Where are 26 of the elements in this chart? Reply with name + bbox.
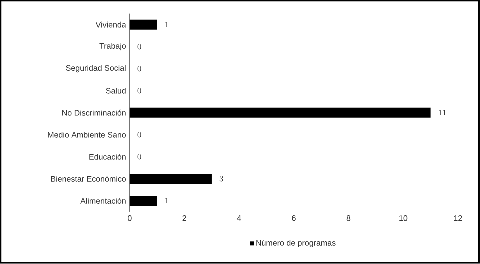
y-tick-label: Bienestar Económico [51,176,126,182]
y-tick-label: No Discriminación [62,110,126,116]
y-tick-label: Medio Ambiente Sano [48,132,126,138]
data-label: 3 [220,176,224,182]
y-tick-label: Seguridad Social [66,65,126,73]
x-tick-label: 4 [237,216,242,222]
y-tick-label: Trabajo [100,43,126,51]
data-label: 0 [138,88,142,94]
x-tick-label: 12 [454,216,462,222]
data-label: 1 [166,198,168,204]
data-label: 0 [138,66,142,72]
y-tick-label: Educación [90,154,126,160]
x-tick-label: 2 [182,216,186,222]
y-tick-label: Salud [106,88,126,94]
data-label: 0 [138,154,142,160]
legend-label: Número de programas [256,240,336,248]
data-label: 1 [166,22,168,28]
data-label: 11 [439,110,446,116]
y-tick-label: Alimentación [80,198,126,204]
x-tick-label: 0 [128,216,132,222]
y-tick-label: Vivienda [96,22,126,28]
x-tick-label: 8 [346,216,351,222]
x-tick-label: 6 [292,216,296,222]
data-label: 0 [138,132,142,138]
data-label: 0 [138,44,142,50]
x-tick-label: 10 [400,216,408,222]
